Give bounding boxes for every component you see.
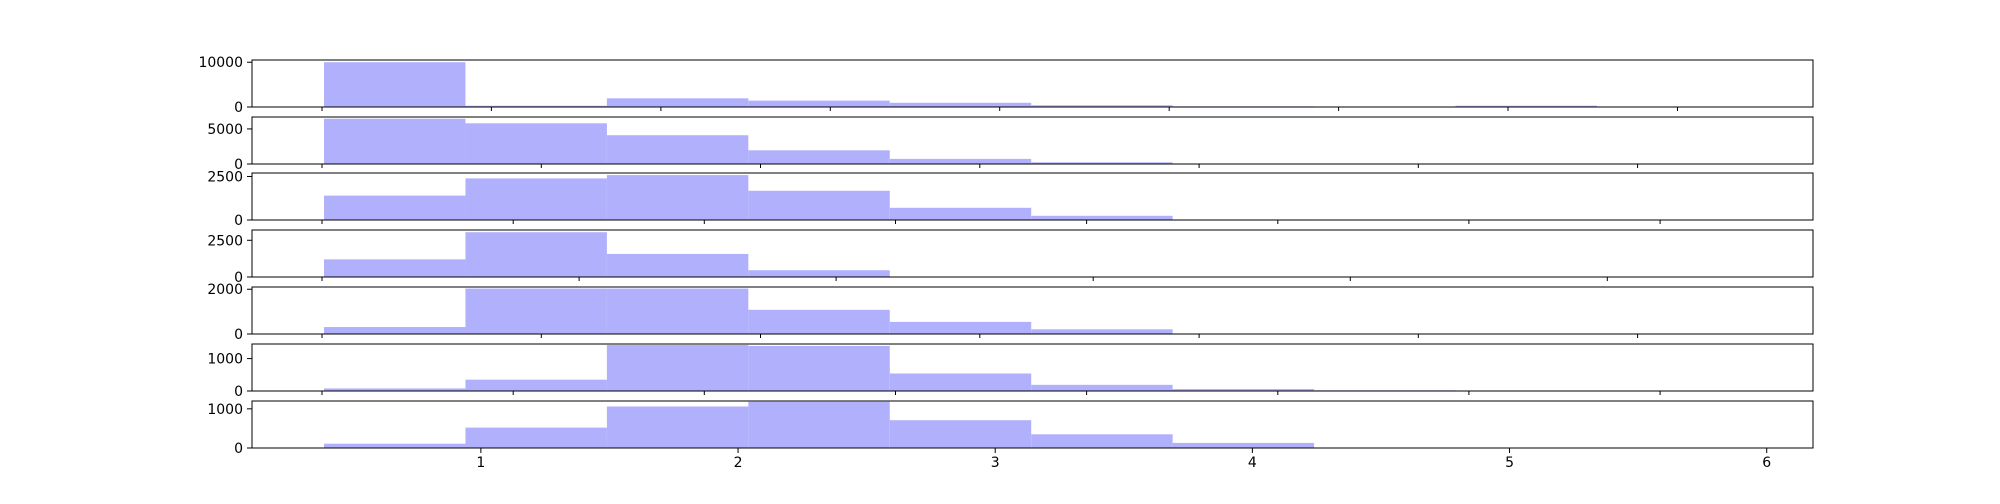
histogram-bar <box>748 101 889 107</box>
x-tick-label: 3 <box>991 455 1000 471</box>
histogram-bar <box>890 208 1031 220</box>
x-tick-label: 5 <box>1505 455 1514 471</box>
histogram-bar <box>324 62 465 107</box>
histogram-bar <box>607 406 748 448</box>
x-tick-label: 6 <box>1762 455 1771 471</box>
histogram-bar <box>324 444 465 448</box>
histogram-bar <box>1031 434 1172 448</box>
panel-5: 0 2000 <box>207 282 1813 343</box>
histogram-bar <box>465 232 606 277</box>
histogram-bar <box>748 270 889 277</box>
histogram-bar <box>465 289 606 334</box>
histogram-bar <box>324 327 465 334</box>
histogram-bar <box>465 123 606 164</box>
histogram-bar <box>324 196 465 220</box>
axes-frame <box>252 60 1813 107</box>
histogram-bar <box>1031 329 1172 334</box>
x-tick-label: 1 <box>476 455 485 471</box>
y-tick-label: 2500 <box>207 169 243 185</box>
histogram-bar <box>890 374 1031 392</box>
histogram-bar <box>890 103 1031 107</box>
y-tick-label: 1000 <box>207 402 243 418</box>
histogram-bar <box>607 175 748 220</box>
histogram-bar <box>465 178 606 220</box>
y-tick-label: 2000 <box>207 282 243 298</box>
histogram-bar <box>748 310 889 334</box>
y-tick-label: 0 <box>234 327 243 343</box>
histogram-bar <box>890 420 1031 448</box>
histogram-bar <box>607 135 748 164</box>
histogram-bar <box>748 346 889 391</box>
histogram-bar <box>1031 216 1172 220</box>
histogram-bar <box>890 159 1031 164</box>
histogram-bar <box>607 98 748 107</box>
y-tick-label: 0 <box>234 213 243 229</box>
histogram-bar <box>607 254 748 277</box>
y-tick-label: 1000 <box>207 352 243 368</box>
histogram-bar <box>890 322 1031 334</box>
histogram-bar <box>1173 443 1314 448</box>
histogram-bar <box>324 259 465 277</box>
histogram-bar <box>465 380 606 391</box>
histogram-bar <box>748 402 889 448</box>
histogram-bar <box>607 289 748 334</box>
x-tick-label: 4 <box>1248 455 1257 471</box>
panel-1: 0 10000 <box>198 55 1813 116</box>
histogram-bar <box>607 345 748 391</box>
histogram-bar <box>465 428 606 448</box>
y-tick-label: 5000 <box>207 122 243 138</box>
histogram-bar <box>324 119 465 164</box>
y-tick-label: 0 <box>234 441 243 457</box>
panel-3: 0 2500 <box>207 169 1813 229</box>
x-tick-label: 2 <box>734 455 743 471</box>
histogram-bar <box>748 191 889 220</box>
y-tick-label: 0 <box>234 384 243 400</box>
y-tick-label: 10000 <box>198 55 243 71</box>
histogram-bar <box>1031 385 1172 391</box>
panel-6: 0 1000 <box>207 344 1813 400</box>
panel-7: 0 1000 1 2 3 4 5 6 <box>207 401 1813 471</box>
y-tick-label: 2500 <box>207 233 243 249</box>
histogram-bar <box>748 150 889 164</box>
y-tick-label: 0 <box>234 100 243 116</box>
